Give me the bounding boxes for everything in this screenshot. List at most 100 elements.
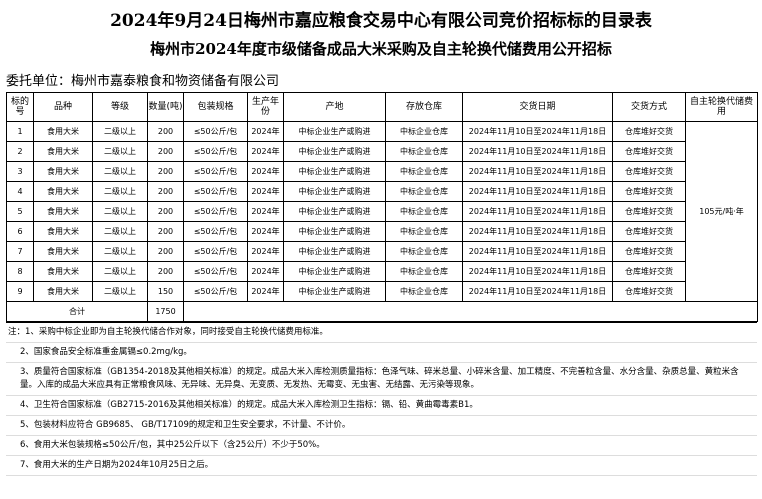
cell: 中标企业生产或购进 <box>283 141 386 162</box>
cell: 中标企业生产或购进 <box>283 221 386 242</box>
table-body: 1 食用大米 二级以上 200 ≤50公斤/包 2024年 中标企业生产或购进 中标企业仓库 2… <box>6 121 758 322</box>
cell: ≤50公斤/包 <box>183 121 248 142</box>
cell: 中标企业仓库 <box>385 181 463 202</box>
cell: 2024年11月10日至2024年11月18日 <box>462 161 613 182</box>
header-cell: 标的号 <box>6 92 34 122</box>
table-row: 3 食用大米 二级以上 200 ≤50公斤/包 2024年 中标企业生产或购进 中标企业仓库 2… <box>6 161 758 182</box>
cell: 7 <box>6 241 34 262</box>
cell: 4 <box>6 181 34 202</box>
cell: 中标企业生产或购进 <box>283 261 386 282</box>
note: 5、包装材料应符合 GB9685、 GB/T17109的规定和卫生安全要求，不计… <box>6 416 757 436</box>
header-cell: 生产年份 <box>247 92 284 122</box>
cell: ≤50公斤/包 <box>183 241 248 262</box>
cell: 食用大米 <box>33 241 93 262</box>
cell: 2024年 <box>247 281 284 302</box>
cell: 中标企业仓库 <box>385 241 463 262</box>
title: 2024年9月24日梅州市嘉应粮食交易中心有限公司竞价招标标的目录表 <box>110 11 652 31</box>
cell: 食用大米 <box>33 121 93 142</box>
cell: 200 <box>147 121 184 142</box>
cell: 1 <box>6 121 34 142</box>
header-cell: 数量(吨) <box>147 92 184 122</box>
table-row: 5 食用大米 二级以上 200 ≤50公斤/包 2024年 中标企业生产或购进 中标企业仓库 2… <box>6 201 758 222</box>
cell: 食用大米 <box>33 161 93 182</box>
cell: ≤50公斤/包 <box>183 221 248 242</box>
cell: 中标企业仓库 <box>385 161 463 182</box>
table-row: 9 食用大米 二级以上 150 ≤50公斤/包 2024年 中标企业生产或购进 中标企业仓库 2… <box>6 281 758 302</box>
cell: 5 <box>6 201 34 222</box>
note: 4、卫生符合国家标准（GB2715-2016及其他相关标准）的规定。成品大米入库… <box>6 396 757 416</box>
table-row: 7 食用大米 二级以上 200 ≤50公斤/包 2024年 中标企业生产或购进 中标企业仓库 2… <box>6 241 758 262</box>
total-quantity: 1750 <box>147 301 184 322</box>
cell: 仓库堆好交货 <box>612 261 686 282</box>
cell: 200 <box>147 141 184 162</box>
cell: 2024年 <box>247 241 284 262</box>
subtitle: 梅州市2024年度市级储备成品大米采购及自主轮换代储费用公开招标 <box>150 40 612 58</box>
cell: 中标企业生产或购进 <box>283 241 386 262</box>
table-row: 8 食用大米 二级以上 200 ≤50公斤/包 2024年 中标企业生产或购进 中标企业仓库 2… <box>6 261 758 282</box>
cell: 中标企业仓库 <box>385 281 463 302</box>
cell: 中标企业生产或购进 <box>283 201 386 222</box>
table-row: 4 食用大米 二级以上 200 ≤50公斤/包 2024年 中标企业生产或购进 中标企业仓库 2… <box>6 181 758 202</box>
cell: 2024年 <box>247 161 284 182</box>
cell: 食用大米 <box>33 221 93 242</box>
cell: 2024年11月10日至2024年11月18日 <box>462 241 613 262</box>
entrust: 委托单位：梅州市嘉泰粮食和物资储备有限公司 <box>6 74 280 89</box>
cell: 6 <box>6 221 34 242</box>
cell: 仓库堆好交货 <box>612 181 686 202</box>
cell: 中标企业仓库 <box>385 261 463 282</box>
table: 标的号 品种 等级 数量(吨) 包装规格 生产年份 产地 存放仓库 交货日期 交货方式 自主轮换代储… <box>6 92 758 322</box>
header-cell: 交货日期 <box>462 92 613 122</box>
cell: 200 <box>147 161 184 182</box>
table-row: 2 食用大米 二级以上 200 ≤50公斤/包 2024年 中标企业生产或购进 中标企业仓库 2… <box>6 141 758 162</box>
cell: 中标企业生产或购进 <box>283 181 386 202</box>
cell: ≤50公斤/包 <box>183 281 248 302</box>
cell: 200 <box>147 201 184 222</box>
cell: 食用大米 <box>33 281 93 302</box>
header-row: 标的号 品种 等级 数量(吨) 包装规格 生产年份 产地 存放仓库 交货日期 交货方式 自主轮换代储… <box>6 92 758 122</box>
cell: 2024年 <box>247 141 284 162</box>
cell: 2024年 <box>247 261 284 282</box>
header-cell: 自主轮换代储费用 <box>685 92 758 122</box>
cell: ≤50公斤/包 <box>183 181 248 202</box>
cell: 2024年11月10日至2024年11月18日 <box>462 141 613 162</box>
cell: 2024年 <box>247 201 284 222</box>
cell: 2024年11月10日至2024年11月18日 <box>462 201 613 222</box>
cell: 二级以上 <box>92 141 148 162</box>
cell: 3 <box>6 161 34 182</box>
table-row: 6 食用大米 二级以上 200 ≤50公斤/包 2024年 中标企业生产或购进 中标企业仓库 2… <box>6 221 758 242</box>
cell: 200 <box>147 181 184 202</box>
note: 6、食用大米包装规格≤50公斤/包，其中25公斤以下（含25公斤）不少于50%。 <box>6 436 757 456</box>
header-cell: 等级 <box>92 92 148 122</box>
cell: 二级以上 <box>92 161 148 182</box>
cell: 2024年11月10日至2024年11月18日 <box>462 281 613 302</box>
cell: 食用大米 <box>33 201 93 222</box>
cell: ≤50公斤/包 <box>183 261 248 282</box>
cell <box>183 301 758 322</box>
cell: 中标企业仓库 <box>385 201 463 222</box>
cell: 二级以上 <box>92 221 148 242</box>
cell: 二级以上 <box>92 201 148 222</box>
cell: 食用大米 <box>33 181 93 202</box>
cell: 200 <box>147 221 184 242</box>
cell: 二级以上 <box>92 121 148 142</box>
cell: 8 <box>6 261 34 282</box>
cell: 2024年11月10日至2024年11月18日 <box>462 221 613 242</box>
total-label: 合计 <box>6 301 148 322</box>
cell: 200 <box>147 261 184 282</box>
cell: 中标企业生产或购进 <box>283 121 386 142</box>
cell: 食用大米 <box>33 261 93 282</box>
header-cell: 产地 <box>283 92 386 122</box>
cell: 中标企业仓库 <box>385 141 463 162</box>
header-cell: 包装规格 <box>183 92 248 122</box>
header-cell: 品种 <box>33 92 93 122</box>
cell: 二级以上 <box>92 281 148 302</box>
fee-cell: 105元/吨·年 <box>685 121 758 302</box>
cell: 2024年 <box>247 121 284 142</box>
cell: ≤50公斤/包 <box>183 201 248 222</box>
cell: 2024年11月10日至2024年11月18日 <box>462 121 613 142</box>
cell: 200 <box>147 241 184 262</box>
cell: 中标企业生产或购进 <box>283 161 386 182</box>
cell: 仓库堆好交货 <box>612 241 686 262</box>
cell: 2024年 <box>247 181 284 202</box>
table-row: 1 食用大米 二级以上 200 ≤50公斤/包 2024年 中标企业生产或购进 中标企业仓库 2… <box>6 121 758 302</box>
